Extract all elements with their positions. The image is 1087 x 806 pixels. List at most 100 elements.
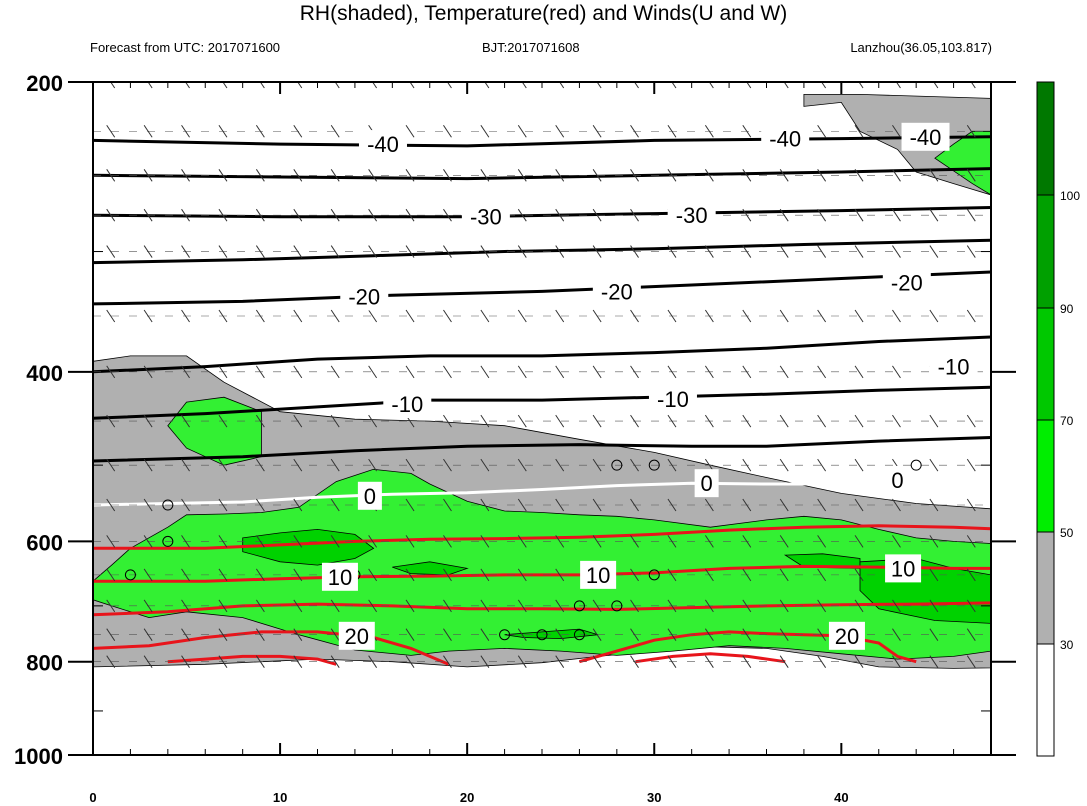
- calm-wind-circle: [573, 629, 585, 641]
- wind-barb: [892, 169, 901, 182]
- contour-label-bg: [580, 560, 617, 589]
- wind-barb: [330, 498, 340, 512]
- colorbar-label: 100: [1060, 189, 1080, 203]
- wind-barb: [181, 365, 190, 379]
- wind-barb: [184, 82, 190, 89]
- wind-barb: [480, 365, 490, 379]
- wind-barb: [817, 365, 827, 379]
- wind-barb: [555, 124, 565, 138]
- wind-barb: [929, 599, 939, 613]
- wind-barb: [106, 568, 116, 582]
- wind-barb: [779, 169, 789, 182]
- temperature-contour-red: [93, 524, 991, 550]
- wind-barb: [480, 309, 490, 323]
- wind-barb: [293, 245, 303, 258]
- wind-barb: [405, 599, 415, 613]
- wind-barb: [966, 498, 976, 512]
- contour-label-bg: [461, 202, 510, 231]
- wind-barb: [779, 498, 789, 512]
- wind-barb: [742, 655, 752, 668]
- wind-barb: [106, 169, 116, 182]
- wind-barb: [854, 568, 864, 582]
- wind-barb: [854, 208, 864, 222]
- wind-barb: [779, 245, 789, 258]
- wind-barb: [742, 498, 752, 512]
- wind-barb: [704, 535, 714, 548]
- colorbar-label: 90: [1060, 302, 1074, 316]
- calm-wind-circle: [611, 459, 623, 471]
- contour-label: 0: [357, 481, 382, 510]
- wind-barb: [255, 208, 265, 222]
- wind-barb: [966, 309, 976, 323]
- wind-barb: [255, 655, 265, 668]
- contour-label-bg: [882, 268, 931, 297]
- forecast-time-label: Forecast from UTC: 2017071600: [90, 40, 281, 55]
- wind-barb: [409, 82, 415, 89]
- wind-barb: [255, 599, 265, 613]
- wind-barb: [218, 365, 228, 379]
- wind-barb: [405, 309, 415, 323]
- wind-barb: [704, 655, 714, 668]
- wind-barb: [929, 568, 939, 582]
- wind-barb: [742, 169, 752, 182]
- contour-label: -40: [358, 130, 407, 159]
- temperature-contour-black: [93, 385, 991, 420]
- wind-barb: [405, 628, 415, 641]
- wind-barb: [293, 309, 303, 323]
- contour-label: -10: [929, 352, 978, 381]
- wind-barb: [854, 498, 864, 512]
- wind-barb: [592, 208, 602, 222]
- wind-barb: [630, 169, 639, 182]
- wind-barb: [143, 628, 153, 641]
- wind-barb: [446, 82, 452, 89]
- wind-barb: [517, 245, 527, 258]
- temperature-contour-black: [93, 238, 991, 265]
- rh-region-70-90: [242, 528, 375, 566]
- wind-barb: [330, 535, 340, 548]
- contour-label: -10: [383, 390, 432, 419]
- wind-barb: [592, 498, 602, 512]
- wind-barb: [181, 655, 190, 668]
- wind-barb: [443, 414, 452, 428]
- wind-barb: [330, 458, 340, 472]
- wind-barb: [966, 208, 976, 222]
- wind-barb: [592, 599, 602, 613]
- wind-barb: [630, 628, 639, 641]
- wind-barb: [555, 599, 565, 613]
- wind-barb: [592, 414, 602, 428]
- wind-barb: [293, 365, 303, 379]
- wind-barb: [480, 655, 490, 668]
- wind-barb: [181, 458, 190, 472]
- colorbar-segment: [1036, 419, 1055, 533]
- wind-barb: [817, 568, 827, 582]
- wind-barb: [293, 414, 303, 428]
- wind-barb: [293, 535, 303, 548]
- valid-time-label: BJT:2017071608: [482, 40, 580, 55]
- calm-wind-circle: [611, 600, 623, 612]
- wind-barb: [779, 628, 789, 641]
- wind-barb: [330, 245, 340, 258]
- wind-barb: [779, 599, 789, 613]
- wind-barb: [892, 124, 901, 138]
- contour-label: -20: [340, 282, 389, 311]
- wind-barb: [704, 568, 714, 582]
- wind-barb: [368, 568, 378, 582]
- contour-label-text: 20: [835, 624, 859, 649]
- y-tick-label: 1000: [14, 744, 63, 769]
- wind-barb: [484, 82, 490, 89]
- wind-barb: [181, 414, 190, 428]
- wind-barb: [742, 628, 752, 641]
- wind-barb: [667, 169, 677, 182]
- wind-barb: [517, 169, 527, 182]
- wind-barb: [405, 498, 415, 512]
- contour-label: 20: [828, 621, 865, 650]
- contour-label-text: -20: [348, 284, 380, 309]
- wind-barb: [817, 628, 827, 641]
- wind-barb: [742, 458, 752, 472]
- wind-barb: [293, 498, 303, 512]
- wind-barb: [854, 169, 864, 182]
- wind-barb: [854, 309, 864, 323]
- wind-barb: [106, 628, 116, 641]
- wind-barb: [704, 458, 714, 472]
- temperature-contour-black: [93, 167, 991, 181]
